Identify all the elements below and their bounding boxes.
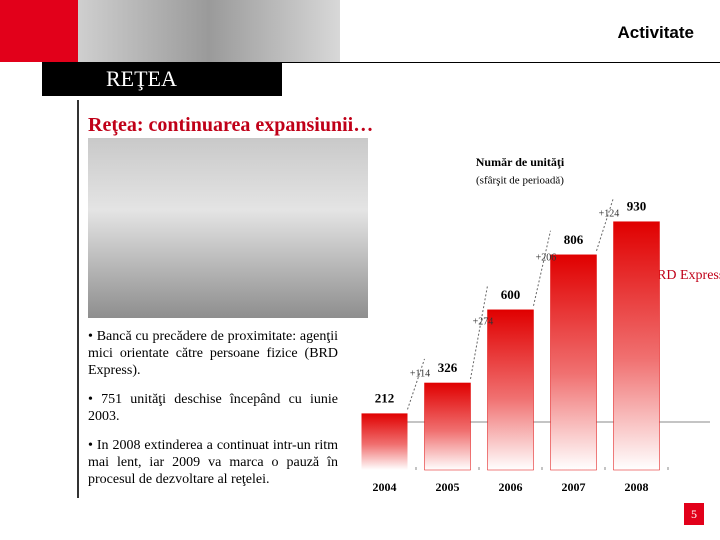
bar — [613, 221, 660, 471]
increment-label: +206 — [536, 253, 557, 264]
increment-label: +124 — [599, 209, 620, 220]
bar — [361, 413, 408, 470]
x-tick-label: 2006 — [499, 480, 523, 494]
bar — [487, 309, 534, 471]
chart-subtitle: (sfârşit de perioadă) — [476, 175, 564, 187]
red-band — [0, 0, 78, 62]
x-tick-label: 2005 — [436, 480, 460, 494]
increment-label: +274 — [473, 317, 494, 328]
bullet: • 751 unităţi deschise începând cu iunie… — [88, 392, 338, 424]
bar — [424, 382, 471, 471]
slide-title: Reţea: continuarea expansiunii… — [88, 114, 374, 136]
x-tick-label: 2007 — [562, 480, 586, 494]
chart-title: Număr de unităţi — [476, 155, 565, 169]
increment-label: +114 — [410, 368, 430, 379]
increment-line — [533, 230, 551, 306]
x-tick-label: 2008 — [625, 480, 649, 494]
increment-line — [470, 285, 488, 380]
legend-label: BRD Express — [648, 268, 720, 283]
section-title: REŢEA — [42, 62, 282, 96]
value-label: 326 — [438, 360, 458, 375]
section-label: Activitate — [617, 23, 694, 42]
page-number: 5 — [684, 503, 704, 525]
bar — [550, 254, 597, 471]
bullet: • In 2008 extinderea a continuat intr-un… — [88, 438, 338, 487]
bullet: • Bancă cu precădere de proximitate: age… — [88, 329, 338, 378]
header-photo — [78, 0, 340, 62]
increment-line — [596, 197, 614, 251]
value-label: 930 — [627, 199, 647, 214]
increment-line — [407, 358, 425, 410]
bullets: • Bancă cu precădere de proximitate: age… — [88, 328, 338, 488]
x-tick-label: 2004 — [373, 480, 397, 494]
value-label: 212 — [375, 390, 395, 405]
photo — [88, 138, 368, 318]
value-label: 600 — [501, 287, 521, 302]
value-label: 806 — [564, 232, 584, 247]
left-rule — [77, 100, 79, 498]
header-rule — [282, 62, 720, 63]
